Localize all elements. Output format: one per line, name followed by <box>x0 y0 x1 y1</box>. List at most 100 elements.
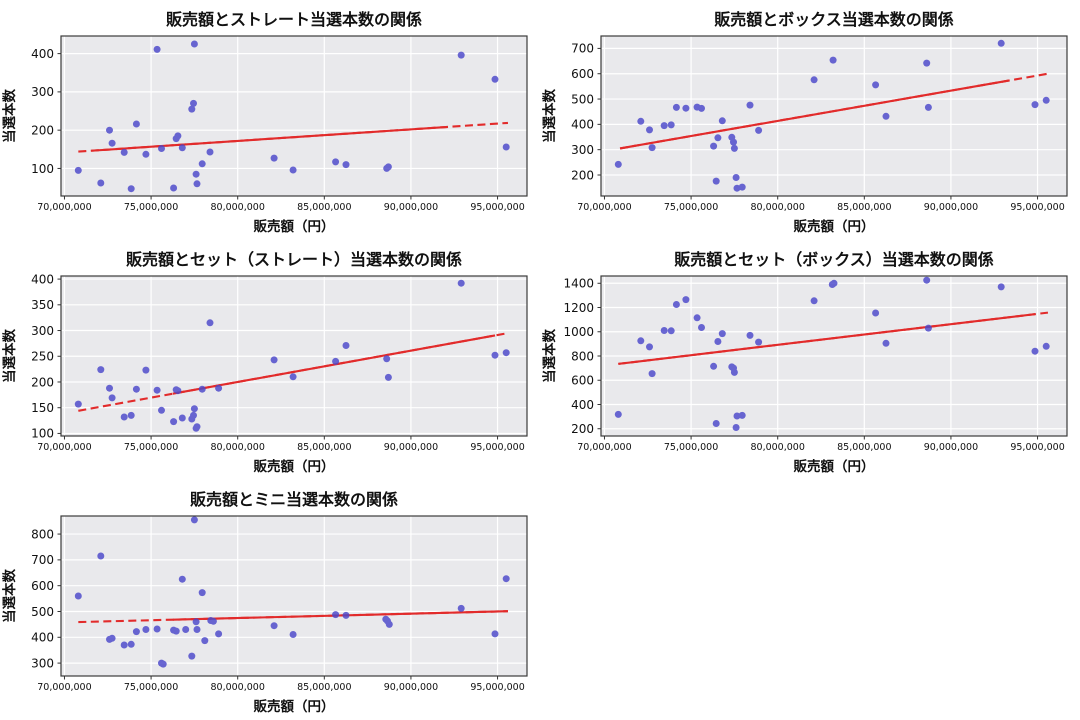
scatter-point <box>206 148 214 156</box>
scatter-point <box>738 411 746 419</box>
scatter-point <box>106 126 113 134</box>
scatter-point <box>882 112 890 120</box>
x-tick-label: 70,000,000 <box>37 682 91 693</box>
subplot-set-box: 70,000,000 75,000,000 80,000,000 85,000,000… <box>540 240 1080 480</box>
scatter-point <box>120 148 128 156</box>
scatter-point <box>172 627 180 635</box>
scatter-point <box>170 418 178 426</box>
x-tick-label: 85,000,000 <box>837 202 891 213</box>
scatter-point <box>646 126 653 134</box>
scatter-point <box>132 385 140 393</box>
scatter-point <box>193 423 201 431</box>
scatter-point <box>637 337 645 345</box>
scatter-point <box>127 185 135 193</box>
scatter-point <box>198 385 206 393</box>
x-axis-label: 販売額（円） <box>794 218 875 235</box>
y-tick-label: 600 <box>571 67 594 81</box>
x-tick-label: 75,000,000 <box>664 202 718 213</box>
scatter-point <box>74 166 82 174</box>
y-tick-label: 700 <box>571 42 594 56</box>
scatter-point <box>108 139 116 147</box>
scatter-point <box>106 384 113 392</box>
scatter-point <box>924 324 932 332</box>
scatter-point <box>289 373 297 381</box>
chart-title: 販売額とセット（ボックス）当選本数の関係 <box>674 250 994 269</box>
scatter-point <box>718 117 726 125</box>
scatter-point <box>270 154 278 162</box>
scatter-point <box>188 105 196 113</box>
y-tick-label: 300 <box>571 143 594 157</box>
scatter-point <box>215 630 223 638</box>
scatter-point <box>491 75 499 83</box>
scatter-point <box>1031 347 1039 355</box>
x-tick-label: 75,000,000 <box>124 682 178 693</box>
y-tick-label: 400 <box>571 398 594 412</box>
x-tick-label: 85,000,000 <box>297 442 351 453</box>
scatter-point <box>193 180 201 188</box>
scatter-point <box>682 296 690 304</box>
scatter-point <box>682 104 690 112</box>
y-tick-label: 400 <box>571 118 594 132</box>
scatter-point <box>457 51 465 59</box>
y-tick-label: 200 <box>571 422 594 436</box>
subplot-set-straight: 70,000,000 75,000,000 80,000,000 85,000,000… <box>0 240 540 480</box>
scatter-point <box>206 319 214 327</box>
scatter-point <box>714 338 722 345</box>
scatter-point <box>332 611 340 619</box>
x-tick-label: 95,000,000 <box>470 202 524 213</box>
scatter-point <box>730 138 737 146</box>
x-tick-label: 80,000,000 <box>210 682 264 693</box>
scatter-point <box>733 184 741 192</box>
scatter-point <box>882 339 890 347</box>
chart-title: 販売額とミニ当選本数の関係 <box>190 490 398 509</box>
y-tick-label: 700 <box>31 553 54 567</box>
scatter-point <box>108 394 116 402</box>
scatter-point <box>127 640 135 648</box>
y-axis-label: 当選本数 <box>541 329 558 383</box>
y-tick-label: 500 <box>31 605 54 619</box>
x-tick-label: 70,000,000 <box>577 442 631 453</box>
scatter-point <box>733 412 741 420</box>
scatter-point <box>637 117 645 125</box>
scatter-point <box>142 366 150 374</box>
y-tick-label: 250 <box>31 350 54 364</box>
scatter-point <box>718 330 726 338</box>
x-tick-label: 95,000,000 <box>1010 442 1064 453</box>
scatter-point <box>182 626 190 633</box>
chart-set-straight: 70,000,000 75,000,000 80,000,000 85,000,000… <box>1 250 528 475</box>
y-tick-label: 200 <box>571 168 594 182</box>
scatter-point <box>648 370 656 378</box>
scatter-point <box>289 166 297 174</box>
scatter-point <box>158 406 165 414</box>
empty-cell <box>540 480 1080 720</box>
x-axis-label: 販売額（円） <box>254 458 335 475</box>
scatter-point <box>746 101 754 109</box>
chart-title: 販売額とセット（ストレート）当選本数の関係 <box>126 250 462 269</box>
y-tick-label: 400 <box>31 631 54 645</box>
scatter-point <box>667 327 675 335</box>
y-tick-label: 1400 <box>563 277 594 291</box>
scatter-point <box>1031 101 1039 109</box>
scatter-point <box>153 45 161 53</box>
scatter-series <box>614 39 1050 192</box>
x-tick-label: 90,000,000 <box>924 202 978 213</box>
scatter-point <box>730 368 738 376</box>
x-tick-label: 70,000,000 <box>577 202 631 213</box>
scatter-point <box>132 120 140 128</box>
subplot-mini: 70,000,000 75,000,000 80,000,000 85,000,000… <box>0 480 540 720</box>
x-axis-label: 販売額（円） <box>794 458 875 475</box>
x-tick-label: 85,000,000 <box>837 442 891 453</box>
y-tick-label: 100 <box>31 427 54 441</box>
y-tick-label: 600 <box>571 374 594 388</box>
x-tick-label: 80,000,000 <box>750 442 804 453</box>
x-tick-label: 75,000,000 <box>664 442 718 453</box>
scatter-point <box>502 143 510 151</box>
scatter-point <box>648 144 656 152</box>
plot-border <box>60 515 528 677</box>
scatter-point <box>193 626 201 633</box>
scatter-point <box>384 163 392 171</box>
scatter-point <box>672 301 680 308</box>
chart-title: 販売額とストレート当選本数の関係 <box>166 10 422 29</box>
scatter-point <box>830 279 838 287</box>
scatter-point <box>120 641 128 649</box>
